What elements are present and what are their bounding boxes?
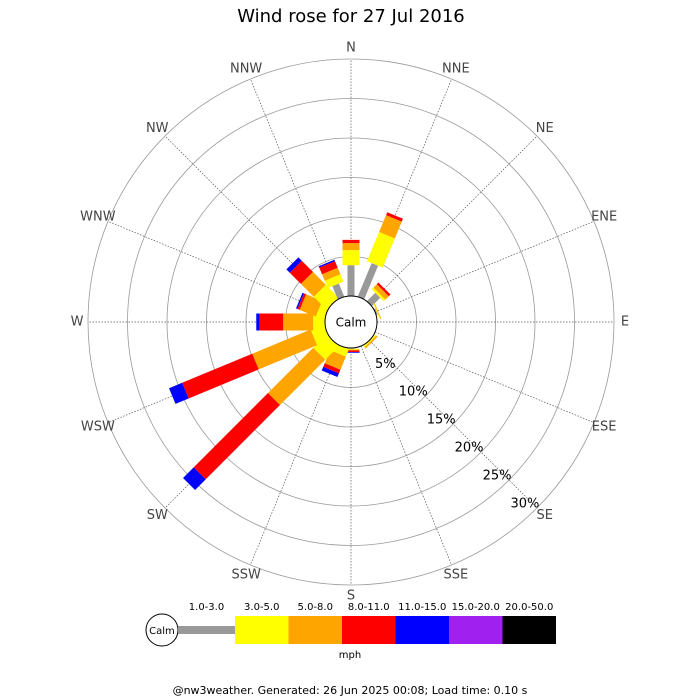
legend-swatch: [342, 616, 396, 644]
direction-label: SE: [537, 508, 553, 523]
bar-segment: [324, 274, 344, 289]
direction-label: WNW: [80, 210, 116, 225]
spoke: [369, 135, 538, 304]
bar-segment: [371, 287, 386, 302]
legend-label: 8.0-11.0: [348, 602, 390, 613]
ring: [87, 58, 615, 586]
bars: [168, 212, 403, 490]
bar-segment: [324, 350, 346, 370]
spoke: [374, 221, 595, 313]
spoke: [250, 78, 342, 299]
legend-swatch: [449, 616, 503, 644]
direction-label: SSE: [443, 568, 468, 583]
bar-segment: [322, 267, 341, 281]
direction-label: S: [347, 589, 355, 604]
legend-swatch: [235, 616, 289, 644]
bar-segment: [286, 257, 302, 273]
bar-segment: [183, 467, 206, 490]
chart-title: Wind rose for 27 Jul 2016: [237, 6, 465, 27]
direction-label: N: [346, 41, 356, 56]
bar-segment: [299, 294, 323, 317]
direction-label: WSW: [81, 419, 115, 434]
r-tick-label: 5%: [375, 357, 396, 372]
legend-swatch: [288, 616, 342, 644]
spoke: [107, 221, 328, 313]
ring: [127, 98, 575, 546]
bar-segment: [364, 335, 378, 349]
bar-segment: [357, 263, 379, 300]
bar-segment: [289, 260, 313, 284]
r-tick-label: 20%: [455, 441, 484, 456]
bar-segment: [315, 300, 331, 320]
spoke: [250, 345, 342, 566]
bar-segment: [168, 382, 189, 404]
bar-segment: [193, 393, 280, 480]
bar-segment: [330, 342, 349, 357]
bar-segment: [366, 292, 381, 307]
bar-segment: [373, 284, 389, 300]
bar-segment: [376, 282, 391, 297]
bar-segment: [386, 212, 403, 222]
calm-label: Calm: [336, 316, 367, 330]
direction-label: SSW: [231, 568, 261, 583]
legend-label: 1.0-3.0: [189, 602, 224, 613]
direction-label: ESE: [592, 419, 617, 434]
bar-segment: [295, 292, 304, 310]
direction-label: NNW: [230, 61, 262, 76]
direction-label: NW: [146, 121, 169, 136]
legend-label: 20.0-50.0: [505, 602, 553, 613]
legend-unit: mph: [339, 650, 361, 661]
bar-segment: [313, 334, 339, 360]
bar-segment: [367, 231, 395, 268]
bar-segment: [323, 363, 341, 374]
spoke: [360, 345, 452, 566]
legend-label: 3.0-5.0: [244, 602, 279, 613]
direction-label: E: [621, 315, 629, 330]
bar-segment: [313, 284, 339, 310]
direction-label: ENE: [591, 210, 617, 225]
legend-swatch: [395, 616, 449, 644]
legend-label: 15.0-20.0: [452, 602, 500, 613]
spoke: [374, 331, 595, 423]
r-tick-label: 30%: [511, 496, 540, 511]
r-tick-label: 10%: [399, 385, 428, 400]
legend-label: 5.0-8.0: [298, 602, 333, 613]
bar-segment: [379, 215, 402, 239]
ring: [166, 137, 536, 507]
legend-swatch: [178, 626, 235, 634]
spoke: [369, 340, 538, 509]
legend-label: 11.0-15.0: [398, 602, 446, 613]
direction-label: W: [71, 315, 84, 330]
r-tick-label: 15%: [427, 413, 456, 428]
bar-segment: [300, 271, 326, 297]
footer: @nw3weather. Generated: 26 Jun 2025 00:0…: [173, 684, 528, 697]
grid: N NNE NE ENE E ESE SE SSE S SSW SW WSW W WNW NW NNW: [71, 41, 630, 604]
bar-segment: [297, 293, 307, 310]
bar-segment: [267, 347, 326, 406]
legend: Calm 1.0-3.0 3.0-5.0 5.0-8.0 8.0-11.0 11.0-15…: [145, 602, 556, 647]
bar-segment: [321, 366, 339, 378]
direction-label: NE: [536, 121, 554, 136]
bar-segment: [182, 353, 259, 399]
direction-label: SW: [147, 508, 168, 523]
bar-segment: [252, 329, 318, 370]
bar-segment: [318, 259, 335, 268]
direction-label: NNE: [442, 61, 470, 76]
legend-calm-label: Calm: [149, 626, 175, 637]
calm-circle: [324, 295, 378, 349]
r-tick-label: 25%: [483, 469, 512, 484]
bar-segment: [310, 324, 331, 346]
bar-segment: [332, 283, 345, 300]
legend-swatch: [502, 616, 556, 644]
bar-segment: [319, 261, 338, 275]
